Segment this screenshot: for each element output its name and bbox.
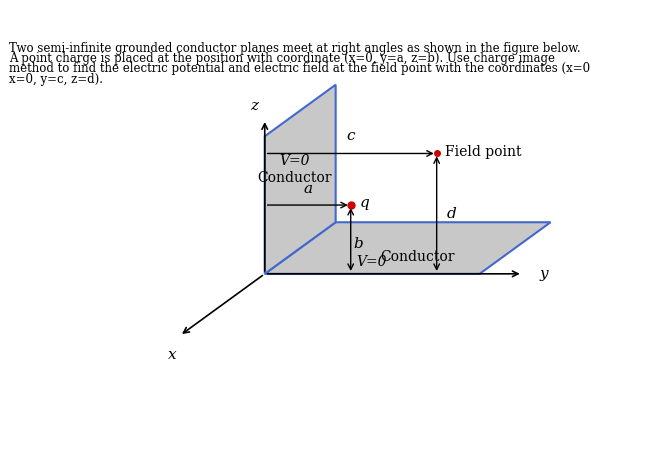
Text: a: a [303,183,312,196]
Text: c: c [346,129,355,143]
Text: Field point: Field point [445,145,522,159]
Text: x=0, y=c, z=d).: x=0, y=c, z=d). [8,73,103,86]
Text: method to find the electric potential and electric field at the field point with: method to find the electric potential an… [8,62,590,76]
Text: y: y [540,267,548,281]
Polygon shape [264,222,551,274]
Polygon shape [264,84,335,274]
Text: A point charge is placed at the position with coordinate (x=0, y=a, z=b). Use ch: A point charge is placed at the position… [8,52,555,65]
Text: Two semi-infinite grounded conductor planes meet at right angles as shown in the: Two semi-infinite grounded conductor pla… [8,42,580,55]
Text: Conductor: Conductor [257,171,332,185]
Text: q: q [359,196,369,211]
Text: V=0: V=0 [356,255,386,269]
Text: d: d [447,207,457,220]
Text: b: b [353,237,363,251]
Text: Conductor: Conductor [380,250,455,264]
Text: z: z [250,99,258,113]
Text: x: x [168,348,177,362]
Text: V=0: V=0 [279,154,310,168]
